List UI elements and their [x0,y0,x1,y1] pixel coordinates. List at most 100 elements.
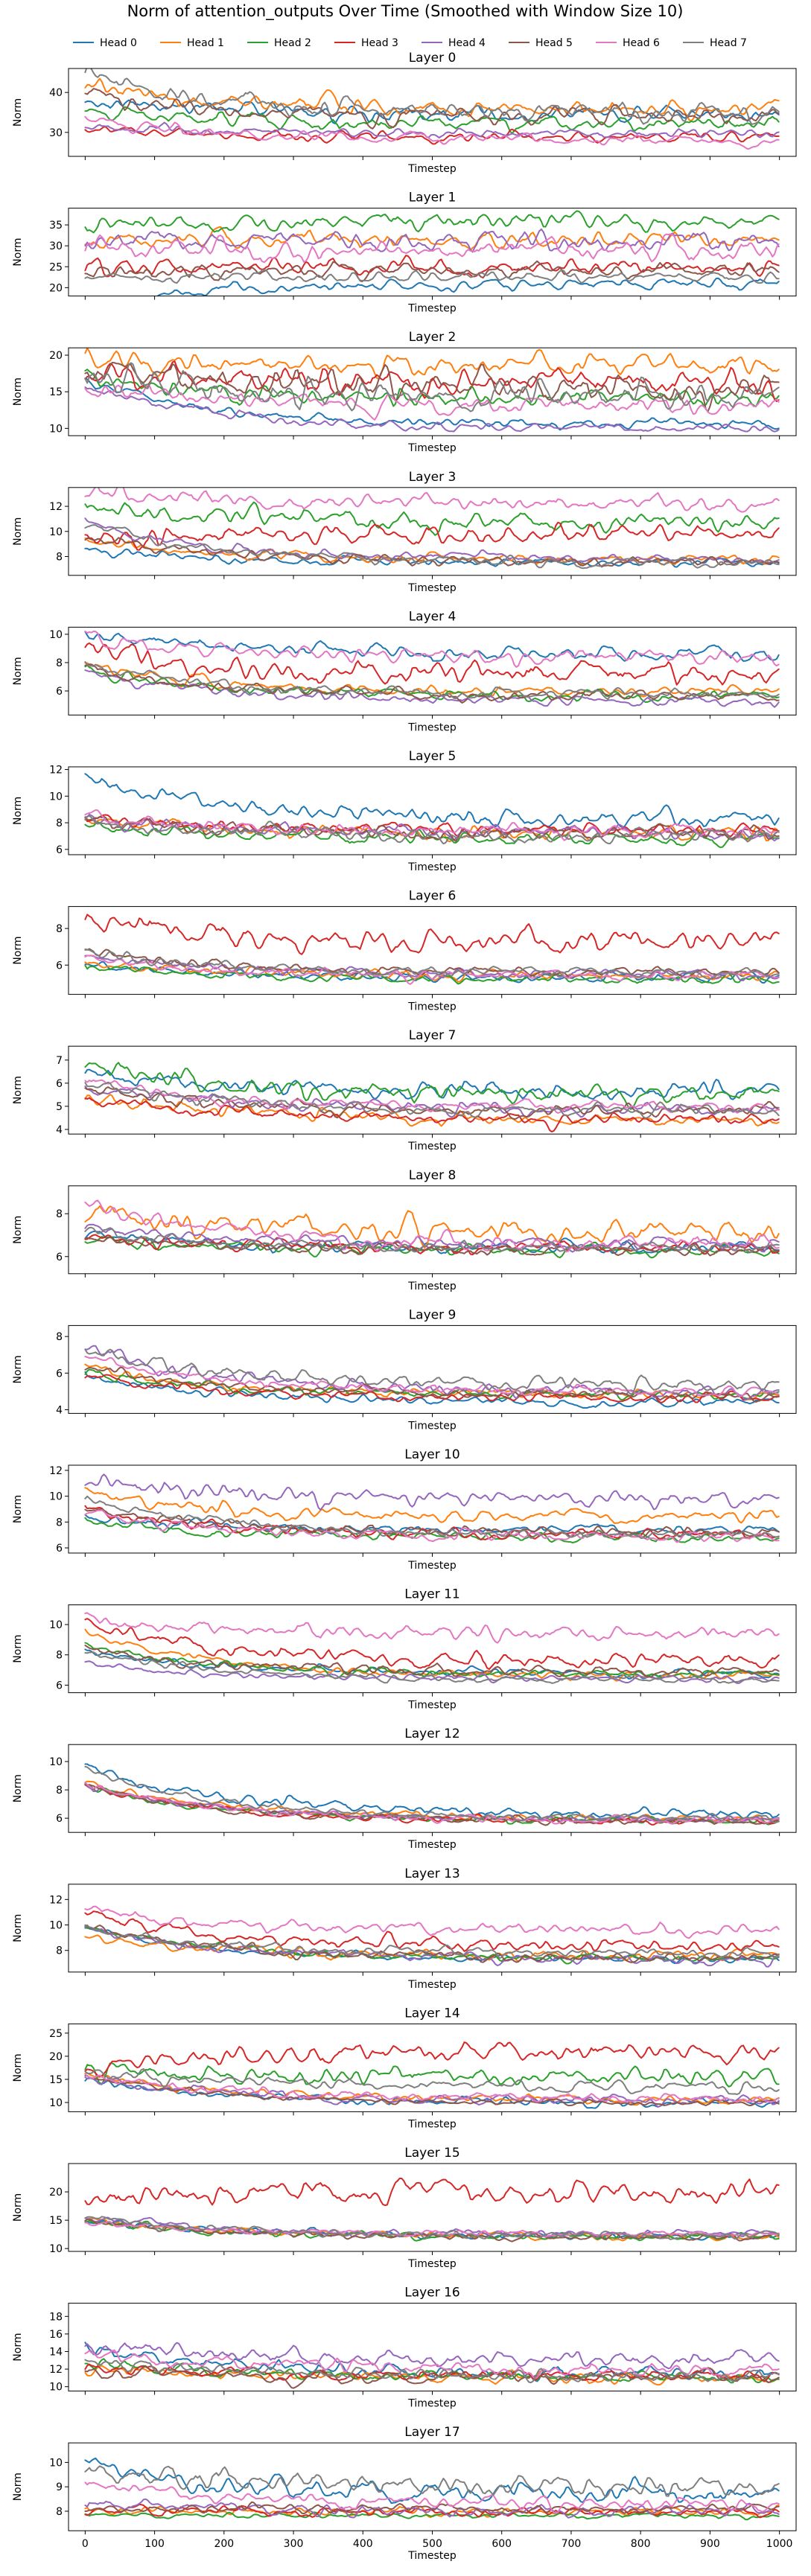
y-tick-label: 20 [49,350,63,362]
y-axis-label: Norm [12,1216,24,1244]
series-group [84,1062,780,1133]
y-tick-label: 10 [49,629,63,641]
series-line-head-0 [84,1763,780,1821]
y-tick-label: 12 [49,501,63,513]
y-tick-label: 20 [49,282,63,294]
series-group [84,2177,780,2242]
x-axis-label: Timestep [407,1141,457,1152]
y-tick-label: 10 [49,2457,63,2469]
y-tick-label: 10 [49,1920,63,1932]
series-line-head-3 [84,360,780,403]
series-group [84,210,780,296]
series-line-head-7 [84,1495,780,1540]
series-line-head-6 [84,1905,780,1939]
panel-title: Layer 7 [409,1028,457,1043]
series-line-head-1 [84,77,780,122]
series-line-head-3 [84,642,780,686]
series-line-head-0 [156,277,780,296]
series-line-head-1 [84,1487,780,1524]
y-tick-label: 12 [49,1894,63,1906]
series-line-head-3 [84,814,780,839]
y-tick-label: 10 [49,791,63,803]
y-tick-label: 10 [49,1619,63,1631]
panel-title: Layer 17 [404,2425,459,2440]
y-tick-label: 8 [56,817,63,829]
y-axis-label: Norm [12,1076,24,1104]
plot-frame [68,1045,797,1135]
series-line-head-3 [84,2363,780,2382]
x-axis-label: Timestep [407,2258,457,2270]
series-group [84,1612,780,1684]
x-tick-label: 700 [562,2538,582,2550]
series-line-head-6 [84,809,780,841]
panel-layer-16: Layer 16 10 12 14 16 18 Timestep Norm [12,2286,797,2410]
series-group [84,1473,780,1543]
y-tick-label: 6 [56,1252,63,1263]
series-line-head-5 [84,1508,780,1538]
y-tick-label: 30 [49,127,63,139]
series-line-head-5 [84,362,780,412]
series-line-head-3 [84,1618,780,1670]
y-tick-label: 14 [49,2347,63,2359]
panel-title: Layer 5 [409,749,457,764]
series-line-head-4 [84,669,780,708]
y-tick-label: 6 [56,1543,63,1555]
y-tick-label: 25 [49,261,63,273]
legend-label: Head 5 [535,37,573,49]
y-tick-label: 40 [49,87,63,99]
panel-title: Layer 9 [409,1307,457,1322]
series-line-head-0 [84,377,780,431]
y-tick-label: 8 [56,2506,63,2518]
series-line-head-3 [84,914,780,955]
y-tick-label: 30 [49,240,63,252]
x-axis-label: Timestep [407,721,457,733]
x-tick-label: 300 [284,2538,304,2550]
y-tick-label: 6 [56,1813,63,1825]
legend-item-head-5: Head 5 [509,37,573,49]
series-line-head-7 [84,1226,780,1253]
y-tick-label: 6 [56,844,63,856]
legend-item-head-2: Head 2 [247,37,311,49]
x-axis-label: Timestep [407,442,457,454]
legend-label: Head 1 [187,37,224,49]
y-tick-label: 5 [56,1101,63,1113]
y-tick-label: 10 [49,2097,63,2109]
panel-title: Layer 16 [404,2286,459,2301]
series-line-head-5 [84,1645,780,1678]
panel-title: Layer 13 [404,1866,459,1881]
panel-layer-7: Layer 7 4 5 6 7 Timestep Norm [12,1028,797,1152]
y-tick-label: 20 [49,2187,63,2199]
panel-title: Layer 10 [404,1447,459,1462]
panel-layer-3: Layer 3 8 10 12 Timestep Norm [12,470,797,594]
series-group [84,1345,780,1409]
y-tick-label: 12 [49,2364,63,2376]
panel-title: Layer 11 [404,1587,459,1602]
x-tick-label: 400 [353,2538,373,2550]
series-line-head-5 [84,2219,780,2242]
series-group [84,348,780,433]
chart-title: Norm of attention_outputs Over Time (Smo… [127,2,684,21]
series-group [84,2341,780,2389]
y-axis-label: Norm [12,1635,24,1663]
x-tick-label: 800 [631,2538,651,2550]
y-axis-label: Norm [12,657,24,685]
x-axis-label: Timestep [407,1420,457,1432]
series-line-head-7 [84,2216,780,2240]
y-tick-label: 35 [49,220,63,232]
x-axis-label: Timestep [407,1281,457,1292]
x-axis-label: Timestep [407,2118,457,2130]
panel-layer-14: Layer 14 10 15 20 25 Timestep Norm [12,2006,797,2130]
series-line-head-4 [84,2341,780,2370]
y-tick-label: 6 [56,1078,63,1090]
series-group [84,631,780,708]
legend-label: Head 0 [100,37,137,49]
series-group [84,914,780,985]
series-line-head-5 [84,815,780,842]
y-tick-label: 4 [56,1124,63,1136]
series-line-head-2 [84,210,780,234]
x-tick-label: 200 [214,2538,234,2550]
legend-label: Head 3 [361,37,398,49]
legend: Head 0 Head 1 Head 2 Head 3 Head 4 Head 5 Head… [73,37,747,49]
series-line-head-3 [84,2177,780,2207]
